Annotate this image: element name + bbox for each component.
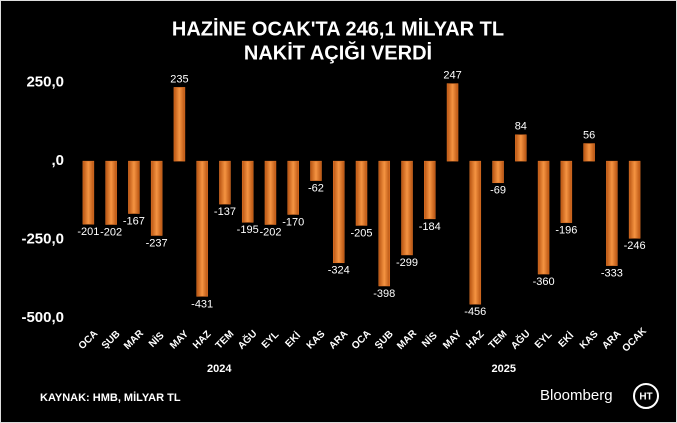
brand: Bloomberg bbox=[540, 387, 613, 404]
bar bbox=[424, 160, 436, 220]
value-label: -137 bbox=[214, 206, 236, 218]
chart-title: NAKİT AÇIĞI VERDİ bbox=[244, 40, 432, 64]
value-label: -246 bbox=[624, 240, 646, 252]
bar bbox=[264, 160, 277, 225]
value-label: -202 bbox=[100, 226, 122, 238]
bar bbox=[105, 160, 117, 225]
bar bbox=[196, 160, 208, 297]
x-group-label: 2025 bbox=[492, 363, 516, 375]
bar bbox=[241, 160, 254, 223]
y-tick-label: 250,0 bbox=[26, 74, 64, 91]
bar bbox=[560, 160, 573, 223]
value-label: -431 bbox=[191, 298, 213, 310]
bar bbox=[332, 160, 345, 264]
logo: HT bbox=[639, 392, 652, 403]
bar bbox=[82, 160, 95, 225]
value-label: 235 bbox=[170, 73, 188, 85]
bar bbox=[150, 160, 163, 236]
y-tick-label: -500,0 bbox=[21, 309, 64, 326]
bar bbox=[446, 83, 459, 162]
value-label: 56 bbox=[583, 129, 595, 141]
bar bbox=[492, 160, 504, 184]
bar bbox=[378, 160, 391, 287]
value-label: -333 bbox=[601, 268, 623, 280]
logo-circle bbox=[633, 383, 659, 409]
value-label: -202 bbox=[259, 226, 281, 238]
value-label: 84 bbox=[515, 121, 527, 133]
value-label: -398 bbox=[373, 288, 395, 300]
source: KAYNAK: HMB, MİLYAR TL bbox=[40, 391, 181, 404]
bar bbox=[310, 160, 322, 181]
y-tick-label: -250,0 bbox=[21, 231, 64, 248]
bar bbox=[583, 143, 595, 162]
y-tick-label: ,0 bbox=[51, 152, 64, 169]
value-label: -69 bbox=[490, 185, 506, 197]
value-label: -62 bbox=[308, 182, 324, 194]
value-label: -196 bbox=[555, 225, 577, 237]
bar bbox=[287, 160, 299, 215]
bar bbox=[355, 160, 368, 226]
value-label: -201 bbox=[77, 226, 99, 238]
value-label: -324 bbox=[328, 265, 350, 277]
bar bbox=[401, 160, 413, 256]
value-label: -456 bbox=[464, 306, 486, 318]
bar bbox=[469, 160, 482, 305]
bar bbox=[515, 134, 527, 162]
bar bbox=[606, 160, 618, 266]
bar bbox=[219, 160, 231, 205]
value-label: 247 bbox=[443, 70, 461, 82]
bar bbox=[537, 160, 550, 275]
bar bbox=[173, 87, 186, 162]
value-label: -184 bbox=[419, 221, 441, 233]
value-label: -205 bbox=[350, 227, 372, 239]
chart-title: HAZİNE OCAK'TA 246,1 MİLYAR TL bbox=[172, 17, 504, 40]
value-label: -237 bbox=[146, 237, 168, 249]
value-label: -167 bbox=[123, 215, 145, 227]
value-label: -299 bbox=[396, 257, 418, 269]
x-group-label: 2024 bbox=[207, 363, 232, 375]
value-label: -170 bbox=[282, 216, 304, 228]
bar bbox=[628, 160, 641, 239]
value-label: -195 bbox=[237, 224, 259, 236]
bar bbox=[128, 160, 140, 214]
value-label: -360 bbox=[533, 276, 555, 288]
